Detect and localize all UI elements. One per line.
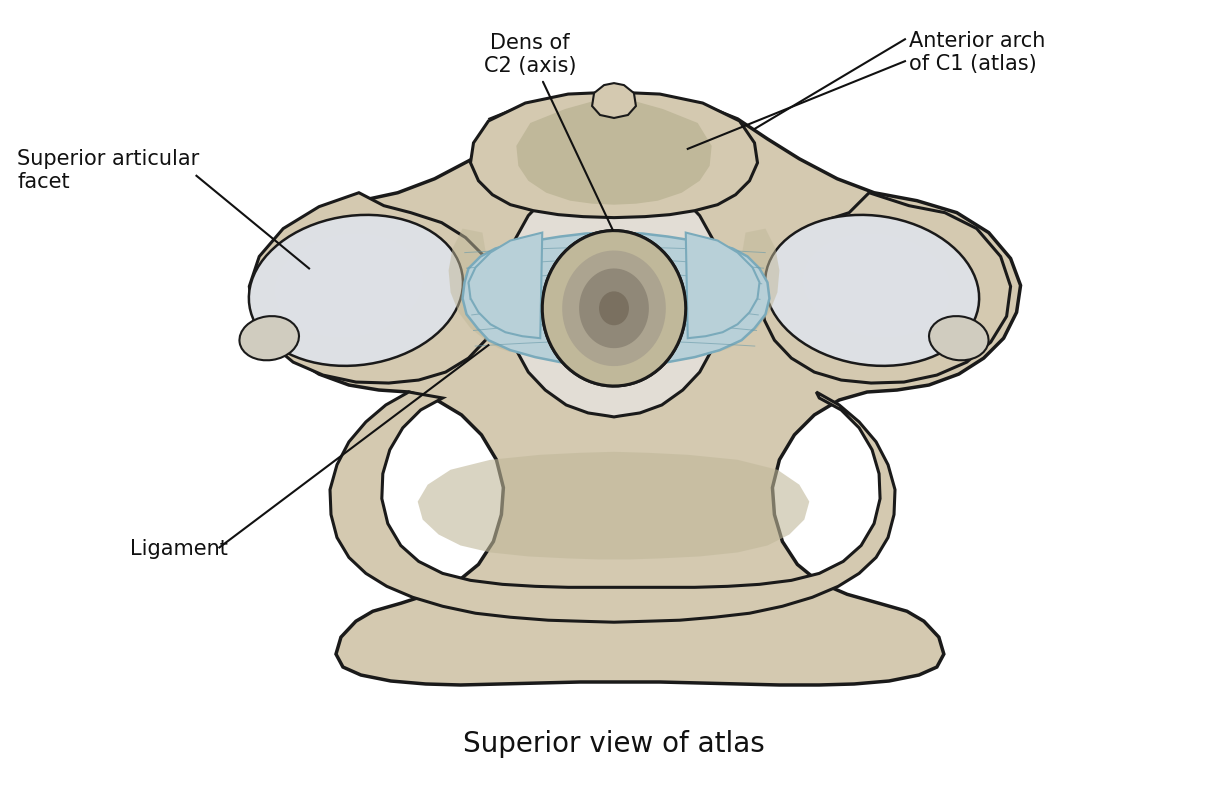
Polygon shape bbox=[249, 215, 463, 366]
Polygon shape bbox=[275, 233, 424, 338]
Polygon shape bbox=[469, 232, 543, 338]
Polygon shape bbox=[761, 193, 1011, 383]
Polygon shape bbox=[765, 215, 979, 366]
Polygon shape bbox=[543, 231, 685, 386]
Polygon shape bbox=[562, 251, 666, 366]
Text: Superior articular
facet: Superior articular facet bbox=[17, 149, 199, 192]
Ellipse shape bbox=[599, 291, 629, 325]
Polygon shape bbox=[249, 193, 499, 383]
Polygon shape bbox=[803, 233, 952, 338]
Polygon shape bbox=[580, 269, 648, 348]
Polygon shape bbox=[330, 392, 895, 623]
Ellipse shape bbox=[239, 316, 298, 360]
Text: Ligament: Ligament bbox=[130, 539, 227, 560]
Text: Dens of
C2 (axis): Dens of C2 (axis) bbox=[484, 33, 613, 230]
Polygon shape bbox=[257, 93, 1020, 685]
Polygon shape bbox=[685, 232, 759, 338]
Ellipse shape bbox=[930, 316, 989, 360]
Polygon shape bbox=[506, 163, 722, 417]
Polygon shape bbox=[580, 269, 648, 348]
Polygon shape bbox=[516, 100, 712, 205]
Polygon shape bbox=[543, 231, 685, 386]
Polygon shape bbox=[562, 251, 666, 366]
Ellipse shape bbox=[599, 291, 629, 325]
Polygon shape bbox=[448, 228, 511, 352]
Polygon shape bbox=[418, 452, 809, 559]
Polygon shape bbox=[470, 92, 758, 217]
Polygon shape bbox=[717, 228, 780, 352]
Text: Anterior arch
of C1 (atlas): Anterior arch of C1 (atlas) bbox=[909, 31, 1045, 75]
Polygon shape bbox=[592, 83, 636, 118]
Polygon shape bbox=[463, 232, 770, 366]
Text: Superior view of atlas: Superior view of atlas bbox=[463, 730, 765, 758]
